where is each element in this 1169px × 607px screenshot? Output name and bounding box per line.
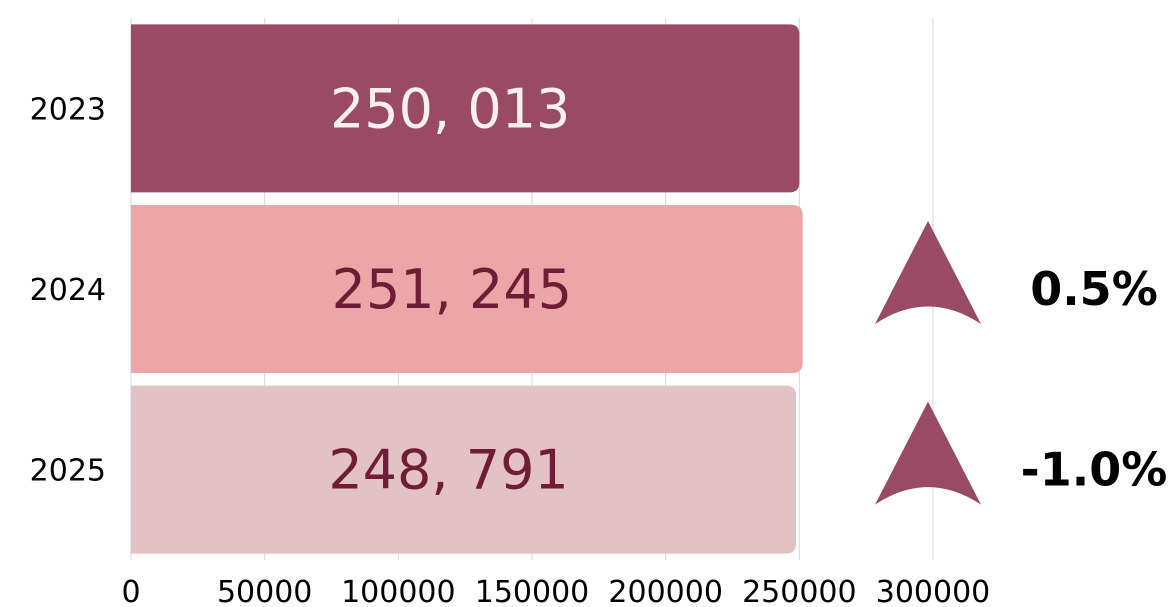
value-label: 250, 013 xyxy=(330,77,570,140)
x-tick-label: 150000 xyxy=(475,575,590,607)
category-label: 2024 xyxy=(30,273,106,308)
bars xyxy=(131,24,803,554)
x-tick-label: 250000 xyxy=(742,575,857,607)
value-label: 251, 245 xyxy=(332,258,572,321)
value-label: 248, 791 xyxy=(328,439,568,502)
up-arrow-icon xyxy=(875,401,981,505)
category-label: 2023 xyxy=(30,92,106,127)
x-tick-labels: 0 50000 100000 150000 200000 250000 300000 xyxy=(121,575,990,607)
x-tick-label: 0 xyxy=(121,575,140,607)
x-tick-label: 300000 xyxy=(876,575,991,607)
change-label: 0.5% xyxy=(1030,262,1158,316)
x-tick-label: 100000 xyxy=(341,575,456,607)
bar-2023 xyxy=(131,24,800,193)
x-tick-label: 200000 xyxy=(608,575,723,607)
x-tick-label: 50000 xyxy=(217,575,312,607)
category-label: 2025 xyxy=(30,454,106,489)
value-labels: 250, 013 251, 245 248, 791 xyxy=(328,77,572,501)
category-labels: 2023 2024 2025 xyxy=(30,92,106,488)
bar-2024 xyxy=(131,205,803,373)
up-arrow-icon xyxy=(875,221,981,324)
bar-2025 xyxy=(131,385,797,554)
change-annotations: 0.5% -1.0% xyxy=(875,221,1167,505)
change-label: -1.0% xyxy=(1021,443,1168,497)
